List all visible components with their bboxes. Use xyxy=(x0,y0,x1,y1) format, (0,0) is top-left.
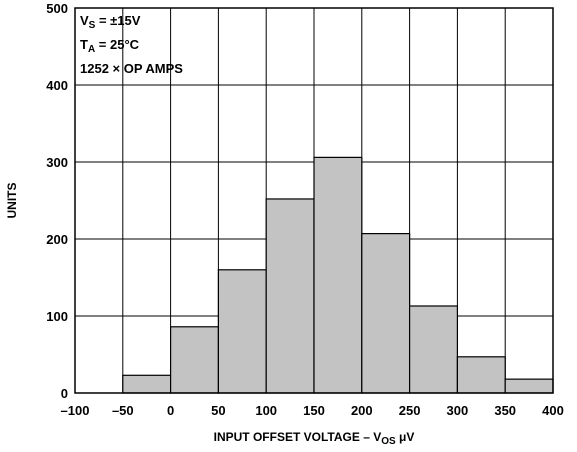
histogram-bar-5 xyxy=(361,233,411,394)
y-tick-label-2: 200 xyxy=(46,232,68,247)
x-axis-title: INPUT OFFSET VOLTAGE – VOS μV xyxy=(214,430,415,447)
histogram-bar-2 xyxy=(217,269,267,394)
histogram-bar-3 xyxy=(265,198,315,394)
annotation-temperature: TA = 25°C xyxy=(80,37,140,55)
histogram-bar-8 xyxy=(504,378,554,394)
annotation-box: VS = ±15V TA = 25°C 1252 × OP AMPS xyxy=(80,13,183,76)
histogram-bar-6 xyxy=(409,305,459,394)
y-tick-label-1: 100 xyxy=(46,309,68,324)
plot-frame xyxy=(74,7,554,394)
x-tick-label-0: –100 xyxy=(61,403,90,418)
x-tick-label-9: 350 xyxy=(494,403,516,418)
y-tick-label-4: 400 xyxy=(46,78,68,93)
x-tick-label-4: 100 xyxy=(255,403,277,418)
x-tick-label-6: 200 xyxy=(351,403,373,418)
x-tick-label-3: 50 xyxy=(211,403,225,418)
x-tick-label-5: 150 xyxy=(303,403,325,418)
histogram-bar-0 xyxy=(122,374,172,394)
histogram-bar-7 xyxy=(456,356,506,394)
x-tick-label-10: 400 xyxy=(542,403,564,418)
annotation-sample-count: 1252 × OP AMPS xyxy=(80,61,183,76)
histogram-bar-4 xyxy=(313,156,363,394)
x-tick-labels: –100 –50 0 50 100 150 200 250 300 350 400 xyxy=(61,403,564,418)
histogram-bar-1 xyxy=(170,326,220,394)
x-tick-label-1: –50 xyxy=(112,403,134,418)
annotation-supply: VS = ±15V xyxy=(80,13,141,31)
bars xyxy=(122,156,554,394)
y-tick-label-5: 500 xyxy=(46,1,68,16)
y-tick-label-3: 300 xyxy=(46,155,68,170)
y-axis-title: UNITS xyxy=(5,183,19,219)
y-tick-labels: 0 100 200 300 400 500 xyxy=(46,1,68,401)
x-tick-label-7: 250 xyxy=(399,403,421,418)
x-tick-label-8: 300 xyxy=(447,403,469,418)
x-tick-label-2: 0 xyxy=(167,403,174,418)
y-tick-label-0: 0 xyxy=(61,386,68,401)
